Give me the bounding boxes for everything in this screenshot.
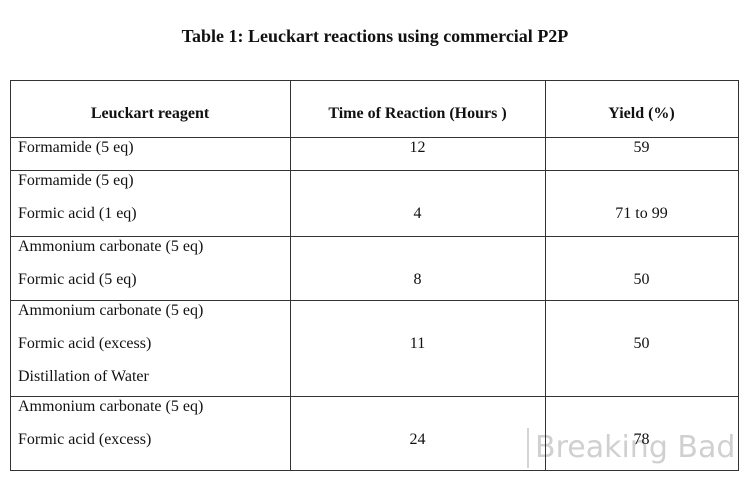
reagent-text: Formic acid (excess) [18, 431, 152, 448]
col-line [738, 80, 739, 470]
header-cell: Time of Reaction (Hours ) [328, 105, 507, 122]
time-cell: 12 [409, 139, 426, 156]
table-title: Table 1: Leuckart reactions using commer… [181, 26, 569, 46]
row-line [10, 236, 739, 237]
row-line [10, 170, 739, 171]
col-line [290, 80, 291, 470]
yield-cell: 50 [633, 335, 650, 352]
reagent-text: Distillation of Water [18, 368, 149, 385]
yield-cell: 71 to 99 [615, 205, 668, 222]
yield-cell: 78 [633, 431, 650, 448]
reagent-text: Ammonium carbonate (5 eq) [18, 238, 204, 255]
row-line [10, 300, 739, 301]
reagent-text: Ammonium carbonate (5 eq) [18, 302, 204, 319]
time-cell: 4 [413, 205, 422, 222]
time-cell: 11 [409, 335, 426, 352]
row-line [10, 80, 739, 81]
row-line [10, 470, 739, 471]
reagent-text: Formamide (5 eq) [18, 172, 134, 189]
reagent-text: Ammonium carbonate (5 eq) [18, 398, 204, 415]
reagent-text: Formic acid (excess) [18, 335, 152, 352]
col-line [545, 80, 546, 470]
header-cell: Yield (%) [608, 105, 675, 122]
reagent-text: Formic acid (1 eq) [18, 205, 137, 222]
row-line [10, 137, 739, 138]
row-line [10, 396, 739, 397]
col-line [10, 80, 11, 470]
watermark: Breaking Bad [527, 428, 735, 468]
time-cell: 8 [413, 271, 422, 288]
reagent-text: Formic acid (5 eq) [18, 271, 137, 288]
time-cell: 24 [409, 431, 426, 448]
yield-cell: 59 [633, 139, 650, 156]
header-cell: Leuckart reagent [90, 105, 210, 122]
reagent-text: Formamide (5 eq) [18, 139, 134, 156]
yield-cell: 50 [633, 271, 650, 288]
